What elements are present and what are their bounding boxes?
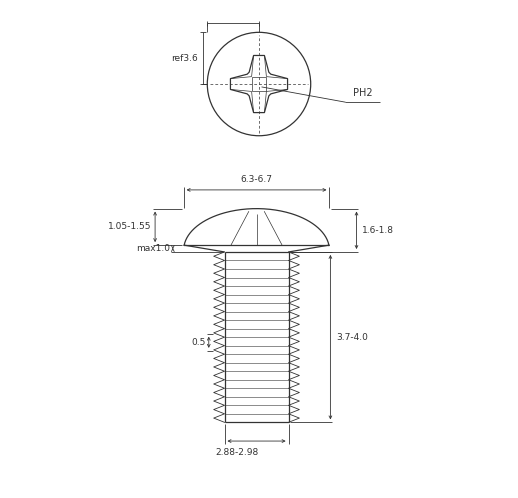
Text: 1.05-1.55: 1.05-1.55 xyxy=(108,222,151,232)
Bar xyxy=(252,77,266,92)
Text: PH2: PH2 xyxy=(353,88,372,98)
Text: 1.6-1.8: 1.6-1.8 xyxy=(363,226,394,235)
Text: 6.3-6.7: 6.3-6.7 xyxy=(240,175,272,184)
Text: ref3.6: ref3.6 xyxy=(171,54,197,63)
Text: 0.5: 0.5 xyxy=(192,338,206,347)
Text: 2.88-2.98: 2.88-2.98 xyxy=(215,448,258,458)
Text: 3.7-4.0: 3.7-4.0 xyxy=(336,333,368,342)
Text: max1.0: max1.0 xyxy=(136,244,170,253)
